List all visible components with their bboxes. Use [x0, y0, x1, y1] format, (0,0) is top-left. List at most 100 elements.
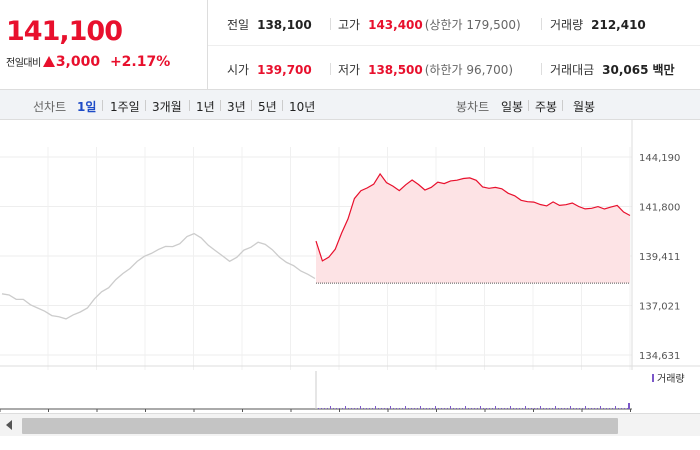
volume-bar [414, 408, 415, 409]
volume-bar [621, 408, 622, 409]
y-tick-label: 137,021 [639, 302, 680, 313]
change-percent: +2.17% [109, 54, 171, 70]
separator [282, 100, 283, 111]
volume-bar [357, 408, 358, 409]
volume-bar [549, 408, 550, 409]
stat-unit: 백만 [652, 63, 675, 77]
volume-bar [435, 406, 436, 409]
series-line-today [315, 172, 631, 262]
volume-bar [318, 408, 319, 409]
separator [102, 100, 103, 111]
separator [541, 18, 542, 30]
volume-bar [444, 408, 445, 409]
volume-bar [420, 406, 421, 409]
tab-1w[interactable]: 1주일 [110, 100, 140, 114]
volume-bar [495, 406, 496, 409]
stat-low: 저가 138,500 (하한가 96,700) [338, 61, 513, 78]
volume-bar [504, 408, 505, 409]
y-tick-label: 144,190 [639, 153, 680, 164]
volume-bar [492, 408, 493, 409]
volume-bar [576, 408, 577, 409]
change-row: 전일대비 3,000 +2.17% [6, 54, 170, 70]
price-chart: 144,190 141,800 139,411 137,021 134,631 거래량 [0, 120, 700, 412]
separator [562, 100, 563, 111]
volume-bar [531, 408, 532, 409]
volume-bar [570, 406, 571, 409]
scroll-left-icon[interactable] [6, 420, 12, 430]
volume-bar [396, 408, 397, 409]
y-tick-labels: 144,190 141,800 139,411 137,021 134,631 [639, 153, 680, 362]
volume-bar [459, 408, 460, 409]
separator [220, 100, 221, 111]
tab-1d[interactable]: 1일 [77, 100, 97, 114]
series-area-today [316, 173, 630, 284]
volume-bar [519, 408, 520, 409]
volume-bar [369, 408, 370, 409]
volume-bar [591, 408, 592, 409]
volume-bar [486, 408, 487, 409]
volume-bar [465, 406, 466, 409]
stats-panel: 전일 138,100 고가 143,400 (상한가 179,500) 거래량 212,… [208, 0, 700, 90]
volume-bar [354, 408, 355, 409]
tab-1y[interactable]: 1년 [196, 100, 215, 114]
volume-bar [387, 408, 388, 409]
stat-value: 138,500 [368, 63, 423, 77]
volume-bar [528, 408, 529, 409]
stat-prev-close: 전일 138,100 [227, 16, 312, 33]
volume-bar [471, 408, 472, 409]
volume-bar [582, 408, 583, 409]
stat-value: 138,100 [257, 18, 312, 32]
volume-bar [510, 406, 511, 409]
volume-bar [525, 406, 526, 409]
tab-10y[interactable]: 10년 [289, 100, 316, 114]
stat-value: 212,410 [591, 18, 646, 32]
stat-label: 저가 [338, 63, 361, 77]
volume-bar [408, 408, 409, 409]
volume-bar [612, 408, 613, 409]
volume-bar [366, 408, 367, 409]
tab-daily[interactable]: 일봉 [501, 100, 524, 114]
chart-tabs-bar: 선차트 1일 1주일 3개월 1년 3년 5년 10년 봉차트 일봉 주봉 월봉 [0, 90, 700, 120]
volume-bar [561, 408, 562, 409]
tab-3m[interactable]: 3개월 [152, 100, 182, 114]
volume-bar [372, 408, 373, 409]
volume-legend-swatch [652, 374, 654, 382]
chart-scrollbar[interactable] [0, 413, 700, 436]
stat-sub: (하한가 96,700) [424, 63, 514, 77]
separator [541, 63, 542, 75]
volume-bar [534, 408, 535, 409]
tab-5y[interactable]: 5년 [258, 100, 277, 114]
volume-bar [498, 408, 499, 409]
stat-sub: (상한가 179,500) [424, 18, 521, 32]
volume-bar [324, 408, 325, 409]
volume-bar [522, 408, 523, 409]
volume-bar [579, 408, 580, 409]
volume-bar [543, 408, 544, 409]
tab-monthly[interactable]: 월봉 [573, 100, 596, 114]
volume-bar [567, 408, 568, 409]
volume-bar [456, 408, 457, 409]
volume-legend-label: 거래량 [657, 373, 685, 385]
current-price: 141,100 [6, 16, 123, 47]
tab-3y[interactable]: 3년 [227, 100, 246, 114]
stat-high: 고가 143,400 (상한가 179,500) [338, 16, 521, 33]
volume-panel: 거래량 [0, 365, 700, 412]
up-triangle-icon [42, 56, 55, 67]
stat-value: 143,400 [368, 18, 423, 32]
volume-bar [450, 406, 451, 409]
volume-bar [453, 408, 454, 409]
volume-bar [381, 408, 382, 409]
volume-bar [417, 408, 418, 409]
volume-bar [378, 408, 379, 409]
stat-volume: 거래량 212,410 [550, 16, 646, 33]
volume-bar [564, 408, 565, 409]
volume-bar [501, 408, 502, 409]
volume-bar [405, 406, 406, 409]
volume-bar [330, 406, 331, 409]
volume-bar [573, 408, 574, 409]
volume-bar [336, 408, 337, 409]
volume-bar [489, 408, 490, 409]
scroll-thumb[interactable] [22, 418, 618, 434]
tab-weekly[interactable]: 주봉 [535, 100, 558, 114]
volume-bar [558, 408, 559, 409]
